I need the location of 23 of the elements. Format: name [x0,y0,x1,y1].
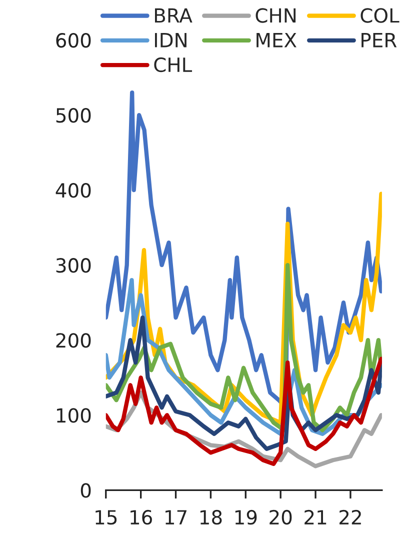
x-tick-label: 20 [270,510,292,525]
legend-label: COL [360,8,400,23]
x-tick-label: 18 [200,510,222,525]
line-series [106,356,382,466]
legend-label: PER [362,33,397,48]
x-tick-label: 17 [166,510,186,524]
x-tick-label: 19 [235,510,257,525]
y-tick-label: 600 [56,32,91,48]
x-tick-label: 16 [130,510,152,525]
x-tick-label: 22 [340,510,361,524]
legend-label: CHL [154,57,192,72]
legend-label: MEX [256,33,296,48]
y-tick-label: 400 [56,183,91,198]
x-tick-label: 15 [96,510,117,525]
x-tick-label: 21 [304,510,326,524]
legend-label: CHN [256,8,296,23]
y-tick-label: 200 [56,333,91,348]
y-tick-label: 0 [80,483,91,498]
y-tick-label: 500 [56,108,91,123]
legend-label: IDN [155,33,186,48]
y-tick-label: 100 [57,408,91,423]
y-tick-label: 300 [56,258,91,273]
legend-label: BRA [155,8,192,23]
